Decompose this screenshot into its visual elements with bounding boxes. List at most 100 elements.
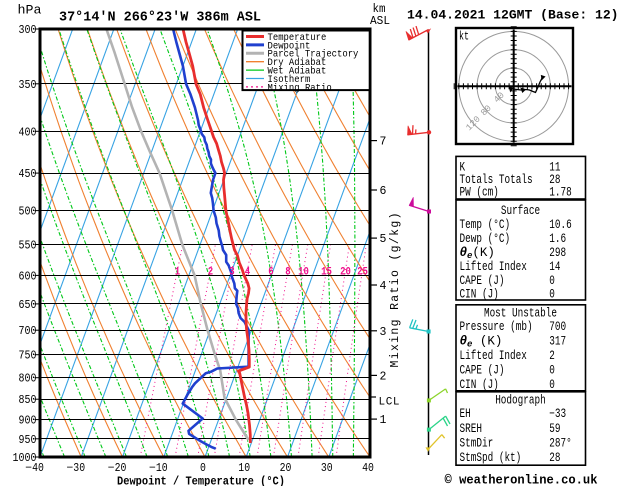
svg-text:450: 450	[19, 168, 37, 181]
svg-text:600: 600	[19, 270, 37, 283]
svg-text:0: 0	[549, 378, 555, 392]
svg-text:8: 8	[285, 267, 291, 279]
svg-text:10: 10	[238, 462, 250, 475]
svg-text:700: 700	[19, 325, 37, 338]
svg-text:2: 2	[208, 267, 213, 279]
svg-text:700: 700	[549, 320, 566, 334]
svg-text:0: 0	[549, 363, 555, 377]
svg-text:10: 10	[156, 462, 168, 475]
svg-text:6: 6	[268, 267, 273, 279]
svg-text:7: 7	[380, 136, 387, 149]
svg-text:Wet Adiabat: Wet Adiabat	[268, 66, 327, 78]
svg-text:59: 59	[549, 422, 560, 436]
svg-text:StmDir: StmDir	[460, 436, 494, 450]
svg-text:20: 20	[280, 462, 292, 475]
svg-text:kt: kt	[459, 31, 469, 44]
svg-text:Surface: Surface	[501, 204, 540, 218]
svg-text:11: 11	[549, 160, 560, 174]
svg-text:LCL: LCL	[379, 397, 400, 409]
svg-text:6: 6	[380, 185, 387, 198]
svg-text:750: 750	[19, 350, 37, 363]
svg-text:15: 15	[321, 267, 332, 279]
svg-text:2: 2	[549, 349, 555, 363]
svg-text:Hodograph: Hodograph	[495, 393, 546, 407]
svg-text:20: 20	[115, 462, 127, 475]
svg-text:ASL: ASL	[370, 15, 390, 28]
svg-text:© weatheronline.co.uk: © weatheronline.co.uk	[445, 472, 598, 486]
svg-text:28: 28	[549, 451, 560, 465]
svg-text:40: 40	[362, 462, 374, 475]
svg-text:CAPE (J): CAPE (J)	[460, 363, 505, 377]
svg-text:14.04.2021 12GMT (Base: 12): 14.04.2021 12GMT (Base: 12)	[407, 8, 619, 23]
svg-text:−: −	[108, 462, 115, 475]
svg-text:Lifted Index: Lifted Index	[460, 349, 527, 363]
svg-text:Parcel Trajectory: Parcel Trajectory	[268, 49, 359, 61]
svg-text:K: K	[460, 160, 466, 174]
svg-text:−33: −33	[549, 407, 566, 421]
svg-text:StmSpd (kt): StmSpd (kt)	[460, 451, 522, 465]
svg-text:Dewpoint / Temperature (°C): Dewpoint / Temperature (°C)	[117, 475, 285, 486]
svg-text:Lifted Index: Lifted Index	[460, 260, 527, 274]
svg-text:30: 30	[321, 462, 333, 475]
svg-text:37°14'N 266°23'W 386m ASL: 37°14'N 266°23'W 386m ASL	[59, 9, 261, 25]
svg-text:10.6: 10.6	[549, 218, 572, 232]
svg-text:2: 2	[380, 370, 387, 383]
svg-text:Totals Totals: Totals Totals	[460, 173, 533, 187]
svg-text:Mixing Ratio: Mixing Ratio	[268, 82, 332, 94]
svg-text:950: 950	[19, 434, 37, 447]
svg-text:hPa: hPa	[18, 4, 43, 18]
svg-text:800: 800	[19, 373, 37, 386]
svg-text:Temp (°C): Temp (°C)	[460, 218, 511, 232]
svg-text:3: 3	[380, 326, 387, 339]
svg-text:30: 30	[73, 462, 85, 475]
svg-text:θe(K): θe(K)	[460, 246, 495, 261]
svg-text:−: −	[25, 462, 32, 475]
svg-text:25: 25	[357, 267, 368, 279]
svg-text:PW (cm): PW (cm)	[460, 186, 499, 200]
svg-text:θe (K): θe (K)	[460, 335, 503, 350]
svg-text:0: 0	[549, 274, 555, 288]
svg-text:km: km	[373, 3, 386, 16]
svg-text:CAPE (J): CAPE (J)	[460, 274, 505, 288]
svg-text:5: 5	[380, 233, 387, 246]
svg-text:298: 298	[549, 246, 566, 260]
svg-text:−: −	[149, 462, 156, 475]
svg-text:287°: 287°	[549, 436, 572, 450]
svg-text:1: 1	[175, 267, 181, 279]
svg-text:CIN (J): CIN (J)	[460, 288, 499, 302]
svg-text:0: 0	[549, 288, 555, 302]
svg-text:500: 500	[19, 206, 37, 219]
svg-text:0: 0	[200, 462, 206, 475]
svg-text:14: 14	[549, 260, 560, 274]
svg-text:850: 850	[19, 394, 37, 407]
svg-text:20: 20	[340, 267, 351, 279]
svg-text:1: 1	[380, 414, 387, 427]
svg-text:400: 400	[19, 126, 37, 139]
svg-text:Dewpoint: Dewpoint	[268, 40, 311, 52]
svg-text:SREH: SREH	[460, 422, 483, 436]
svg-text:10: 10	[298, 267, 309, 279]
svg-text:1000: 1000	[13, 452, 37, 465]
svg-text:28: 28	[549, 173, 560, 187]
svg-text:1.78: 1.78	[549, 186, 572, 200]
svg-text:650: 650	[19, 299, 37, 312]
svg-text:−: −	[66, 462, 73, 475]
svg-text:550: 550	[19, 240, 37, 253]
svg-text:900: 900	[19, 415, 37, 428]
svg-text:300: 300	[19, 24, 37, 37]
svg-text:350: 350	[19, 79, 37, 92]
svg-text:4: 4	[380, 280, 387, 293]
svg-text:Pressure (mb): Pressure (mb)	[460, 320, 533, 334]
svg-text:40: 40	[32, 462, 44, 475]
svg-text:4: 4	[245, 267, 251, 279]
svg-text:317: 317	[549, 335, 566, 349]
svg-text:Temperature: Temperature	[268, 32, 327, 44]
svg-text:Isotherm: Isotherm	[268, 74, 311, 86]
svg-text:Dry Adiabat: Dry Adiabat	[268, 57, 327, 69]
svg-text:CIN (J): CIN (J)	[460, 378, 499, 392]
svg-text:Mixing Ratio (g/kg): Mixing Ratio (g/kg)	[389, 213, 402, 368]
svg-text:3: 3	[229, 267, 235, 279]
svg-text:1.6: 1.6	[549, 232, 566, 246]
svg-text:EH: EH	[460, 407, 471, 421]
svg-text:Most Unstable: Most Unstable	[484, 306, 557, 320]
